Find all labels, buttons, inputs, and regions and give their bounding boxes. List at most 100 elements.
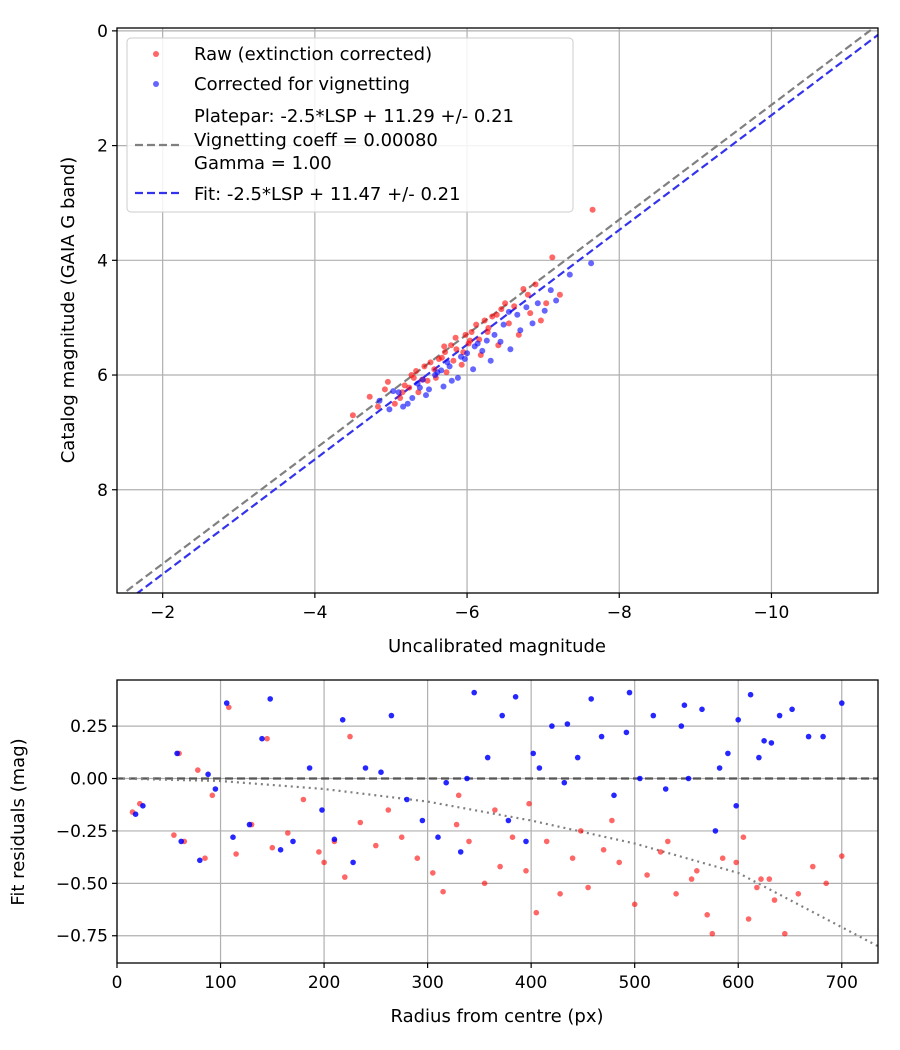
y-tick-label: 6	[97, 366, 108, 386]
data-point	[716, 765, 723, 771]
x-tick-label: 500	[618, 973, 650, 993]
top-legend: Raw (extinction corrected) Corrected for…	[126, 37, 574, 213]
data-point	[300, 796, 307, 803]
data-point	[541, 307, 548, 314]
data-point	[174, 750, 180, 757]
reference-line	[122, 28, 876, 593]
data-point	[448, 377, 455, 384]
data-point	[524, 291, 531, 298]
data-point	[413, 368, 420, 374]
legend-raw-marker	[153, 51, 159, 57]
data-point	[745, 916, 752, 922]
data-point	[347, 733, 353, 740]
data-point	[502, 300, 509, 307]
data-point	[507, 346, 514, 353]
y-tick-label: 0.25	[70, 717, 108, 737]
data-point	[484, 754, 491, 761]
data-point	[564, 721, 571, 727]
legend-raw-label: Raw (extinction corrected)	[194, 44, 432, 65]
data-point	[209, 792, 216, 799]
bottom-reference-lines	[117, 777, 878, 948]
data-point	[470, 366, 477, 373]
data-point	[440, 383, 447, 390]
data-point	[375, 403, 381, 410]
data-point	[132, 811, 139, 817]
data-point	[761, 738, 767, 744]
x-tick-label: −6	[455, 603, 480, 623]
data-point	[534, 300, 541, 307]
data-point	[398, 834, 405, 840]
data-point	[699, 706, 705, 713]
x-tick-label: 700	[826, 973, 858, 993]
data-point	[444, 359, 451, 366]
top-chart: −2 −4 −6 −8 −10 0 2 4 6 8 Raw (extinction correct…	[58, 22, 879, 657]
data-point	[665, 838, 671, 845]
legend-vignetting-label: Vignetting coeff = 0.00080	[194, 130, 438, 151]
data-point	[404, 796, 410, 803]
data-point	[499, 712, 506, 719]
data-point	[688, 876, 695, 882]
x-tick-label: 200	[308, 973, 340, 993]
data-point	[319, 807, 325, 813]
data-point	[515, 331, 522, 338]
data-point	[465, 340, 472, 347]
data-point	[140, 803, 146, 809]
data-point	[543, 300, 550, 307]
legend-platepar-label: Platepar: -2.5*LSP + 11.29 +/- 0.21	[194, 106, 514, 127]
data-point	[820, 733, 826, 740]
data-point	[789, 706, 795, 713]
data-point	[523, 868, 529, 874]
data-point	[171, 832, 177, 838]
data-point	[756, 754, 762, 761]
data-point	[733, 859, 739, 866]
x-tick-label: 0	[112, 973, 123, 993]
bottom-plot-frame	[116, 679, 879, 964]
x-tick-label: −10	[754, 603, 790, 623]
data-point	[487, 357, 494, 364]
data-point	[435, 356, 442, 362]
data-point	[366, 393, 373, 400]
data-point	[442, 349, 448, 356]
data-point	[455, 792, 462, 799]
data-point	[543, 838, 550, 845]
data-point	[267, 696, 274, 702]
data-point	[704, 912, 710, 918]
data-point	[230, 834, 236, 840]
data-point	[483, 337, 490, 344]
data-point	[500, 321, 507, 328]
data-point	[511, 303, 518, 310]
data-point	[202, 855, 208, 861]
data-point	[768, 740, 775, 746]
data-point	[395, 389, 402, 396]
data-point	[481, 317, 488, 324]
data-point	[712, 828, 719, 834]
data-point	[549, 723, 555, 729]
data-point	[776, 712, 783, 719]
data-point	[205, 771, 211, 778]
data-point	[443, 779, 450, 786]
data-point	[585, 884, 591, 891]
reference-line	[135, 34, 878, 593]
data-point	[616, 859, 622, 866]
data-point	[623, 729, 630, 736]
data-point	[440, 888, 446, 895]
x-tick-label: −8	[607, 603, 632, 623]
data-point	[378, 769, 384, 775]
data-point	[733, 803, 739, 809]
data-point	[373, 842, 379, 849]
legend-box	[126, 37, 574, 213]
data-point	[533, 909, 540, 916]
data-point	[277, 847, 284, 853]
data-point	[589, 206, 596, 213]
data-point	[466, 838, 472, 845]
data-point	[681, 702, 688, 708]
data-point	[438, 367, 445, 374]
data-point	[810, 863, 816, 870]
bottom-data-points	[129, 689, 845, 937]
data-point	[805, 733, 812, 740]
data-point	[473, 321, 480, 328]
data-point	[657, 849, 664, 855]
data-point	[331, 836, 338, 843]
data-point	[611, 792, 617, 799]
data-point	[526, 800, 532, 807]
